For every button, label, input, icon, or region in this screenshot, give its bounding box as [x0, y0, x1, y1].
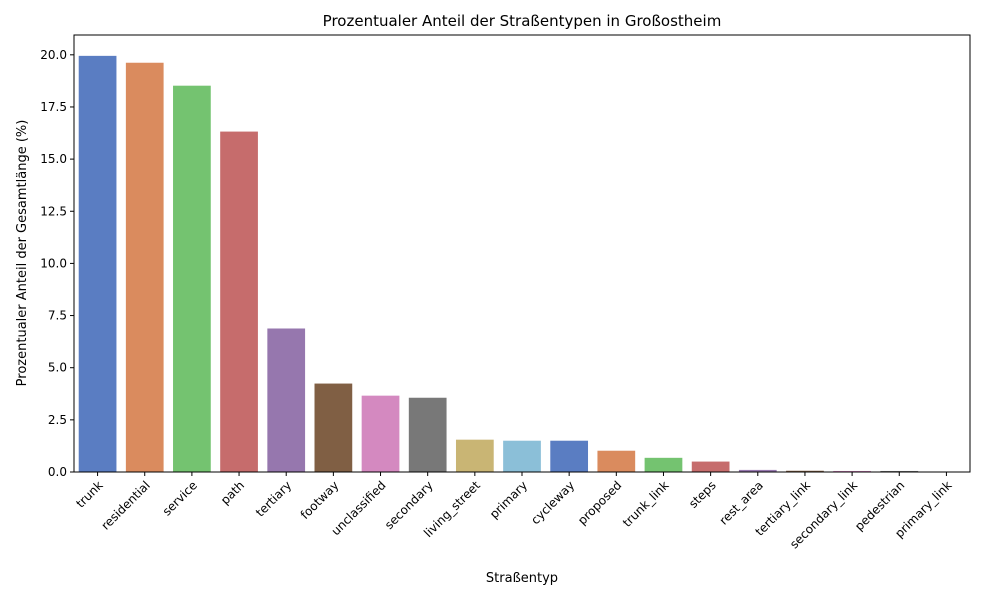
y-tick-label: 5.0 [48, 361, 67, 375]
bar-footway [315, 384, 353, 472]
bar-secondary [409, 398, 447, 472]
x-tick-label: service [160, 478, 200, 518]
bar-unclassified [362, 396, 400, 472]
x-tick-label: steps [686, 478, 719, 511]
x-tick-label: path [218, 478, 247, 507]
x-tick-label: tertiary [253, 478, 294, 519]
x-axis-label: Straßentyp [486, 571, 558, 586]
bar-service [173, 86, 211, 472]
y-tick-label: 0.0 [48, 465, 67, 479]
bar-trunk [79, 56, 117, 472]
x-tick-label: proposed [575, 478, 624, 527]
x-tick-label: trunk_link [620, 478, 672, 530]
x-tick-label: footway [298, 478, 342, 522]
bar-cycleway [550, 441, 588, 472]
bar-residential [126, 63, 164, 472]
y-tick-label: 10.0 [40, 256, 67, 270]
y-tick-label: 2.5 [48, 413, 67, 427]
y-tick-label: 12.5 [40, 204, 67, 218]
y-tick-label: 7.5 [48, 309, 67, 323]
bars-group [79, 56, 966, 472]
x-tick-label: primary [487, 478, 530, 521]
bar-steps [692, 462, 730, 472]
chart-title: Prozentualer Anteil der Straßentypen in … [323, 12, 722, 30]
x-tick-label: trunk [73, 478, 105, 510]
x-tick-label: residential [98, 478, 152, 532]
bar-tertiary [267, 328, 305, 472]
bar-living-street [456, 440, 494, 472]
y-tick-label: 15.0 [40, 152, 67, 166]
bar-trunk-link [645, 458, 683, 472]
y-axis-label: Prozentualer Anteil der Gesamtlänge (%) [15, 120, 30, 387]
bar-proposed [597, 451, 635, 472]
bar-path [220, 132, 258, 472]
y-tick-label: 20.0 [40, 48, 67, 62]
y-tick-label: 17.5 [40, 100, 67, 114]
bar-primary [503, 441, 541, 472]
x-tick-label: rest_area [717, 478, 766, 527]
y-axis: 0.0 2.5 5.0 7.5 10.0 12.5 15.0 17.5 20.0 [40, 48, 74, 479]
x-tick-label: cycleway [528, 478, 577, 527]
